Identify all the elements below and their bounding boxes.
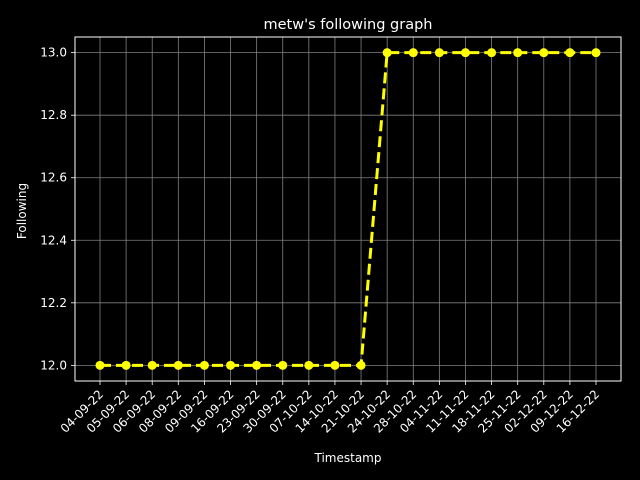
y-tick-label: 12.6	[40, 171, 67, 185]
y-tick-label: 12.8	[40, 108, 67, 122]
x-axis-label: Timestamp	[314, 451, 382, 465]
data-point	[147, 360, 157, 370]
y-tick-label: 12.4	[40, 233, 67, 247]
data-point	[434, 48, 444, 58]
data-point	[460, 48, 470, 58]
y-tick-label: 12.2	[40, 296, 67, 310]
series-following	[95, 48, 601, 370]
data-point	[591, 48, 601, 58]
data-point	[173, 360, 183, 370]
data-point	[330, 360, 340, 370]
data-point	[121, 360, 131, 370]
data-point	[226, 360, 236, 370]
chart-title: metw's following graph	[264, 17, 433, 33]
x-axis: 04-09-2205-09-2206-09-2208-09-2209-09-22…	[58, 381, 602, 436]
data-point	[539, 48, 549, 58]
data-point	[252, 360, 262, 370]
plot-area	[74, 36, 622, 382]
y-axis-label: Following	[15, 183, 29, 239]
y-tick-label: 12.0	[40, 358, 67, 372]
data-point	[487, 48, 497, 58]
data-point	[278, 360, 288, 370]
y-axis: 12.0 12.2 12.4 12.6 12.8 13.0	[40, 46, 75, 372]
data-point	[199, 360, 209, 370]
y-tick-label: 13.0	[40, 46, 67, 60]
grid	[75, 37, 621, 381]
data-point	[408, 48, 418, 58]
data-point	[513, 48, 523, 58]
data-point	[382, 48, 392, 58]
data-point	[304, 360, 314, 370]
data-point	[95, 360, 105, 370]
data-point	[356, 360, 366, 370]
data-point	[565, 48, 575, 58]
